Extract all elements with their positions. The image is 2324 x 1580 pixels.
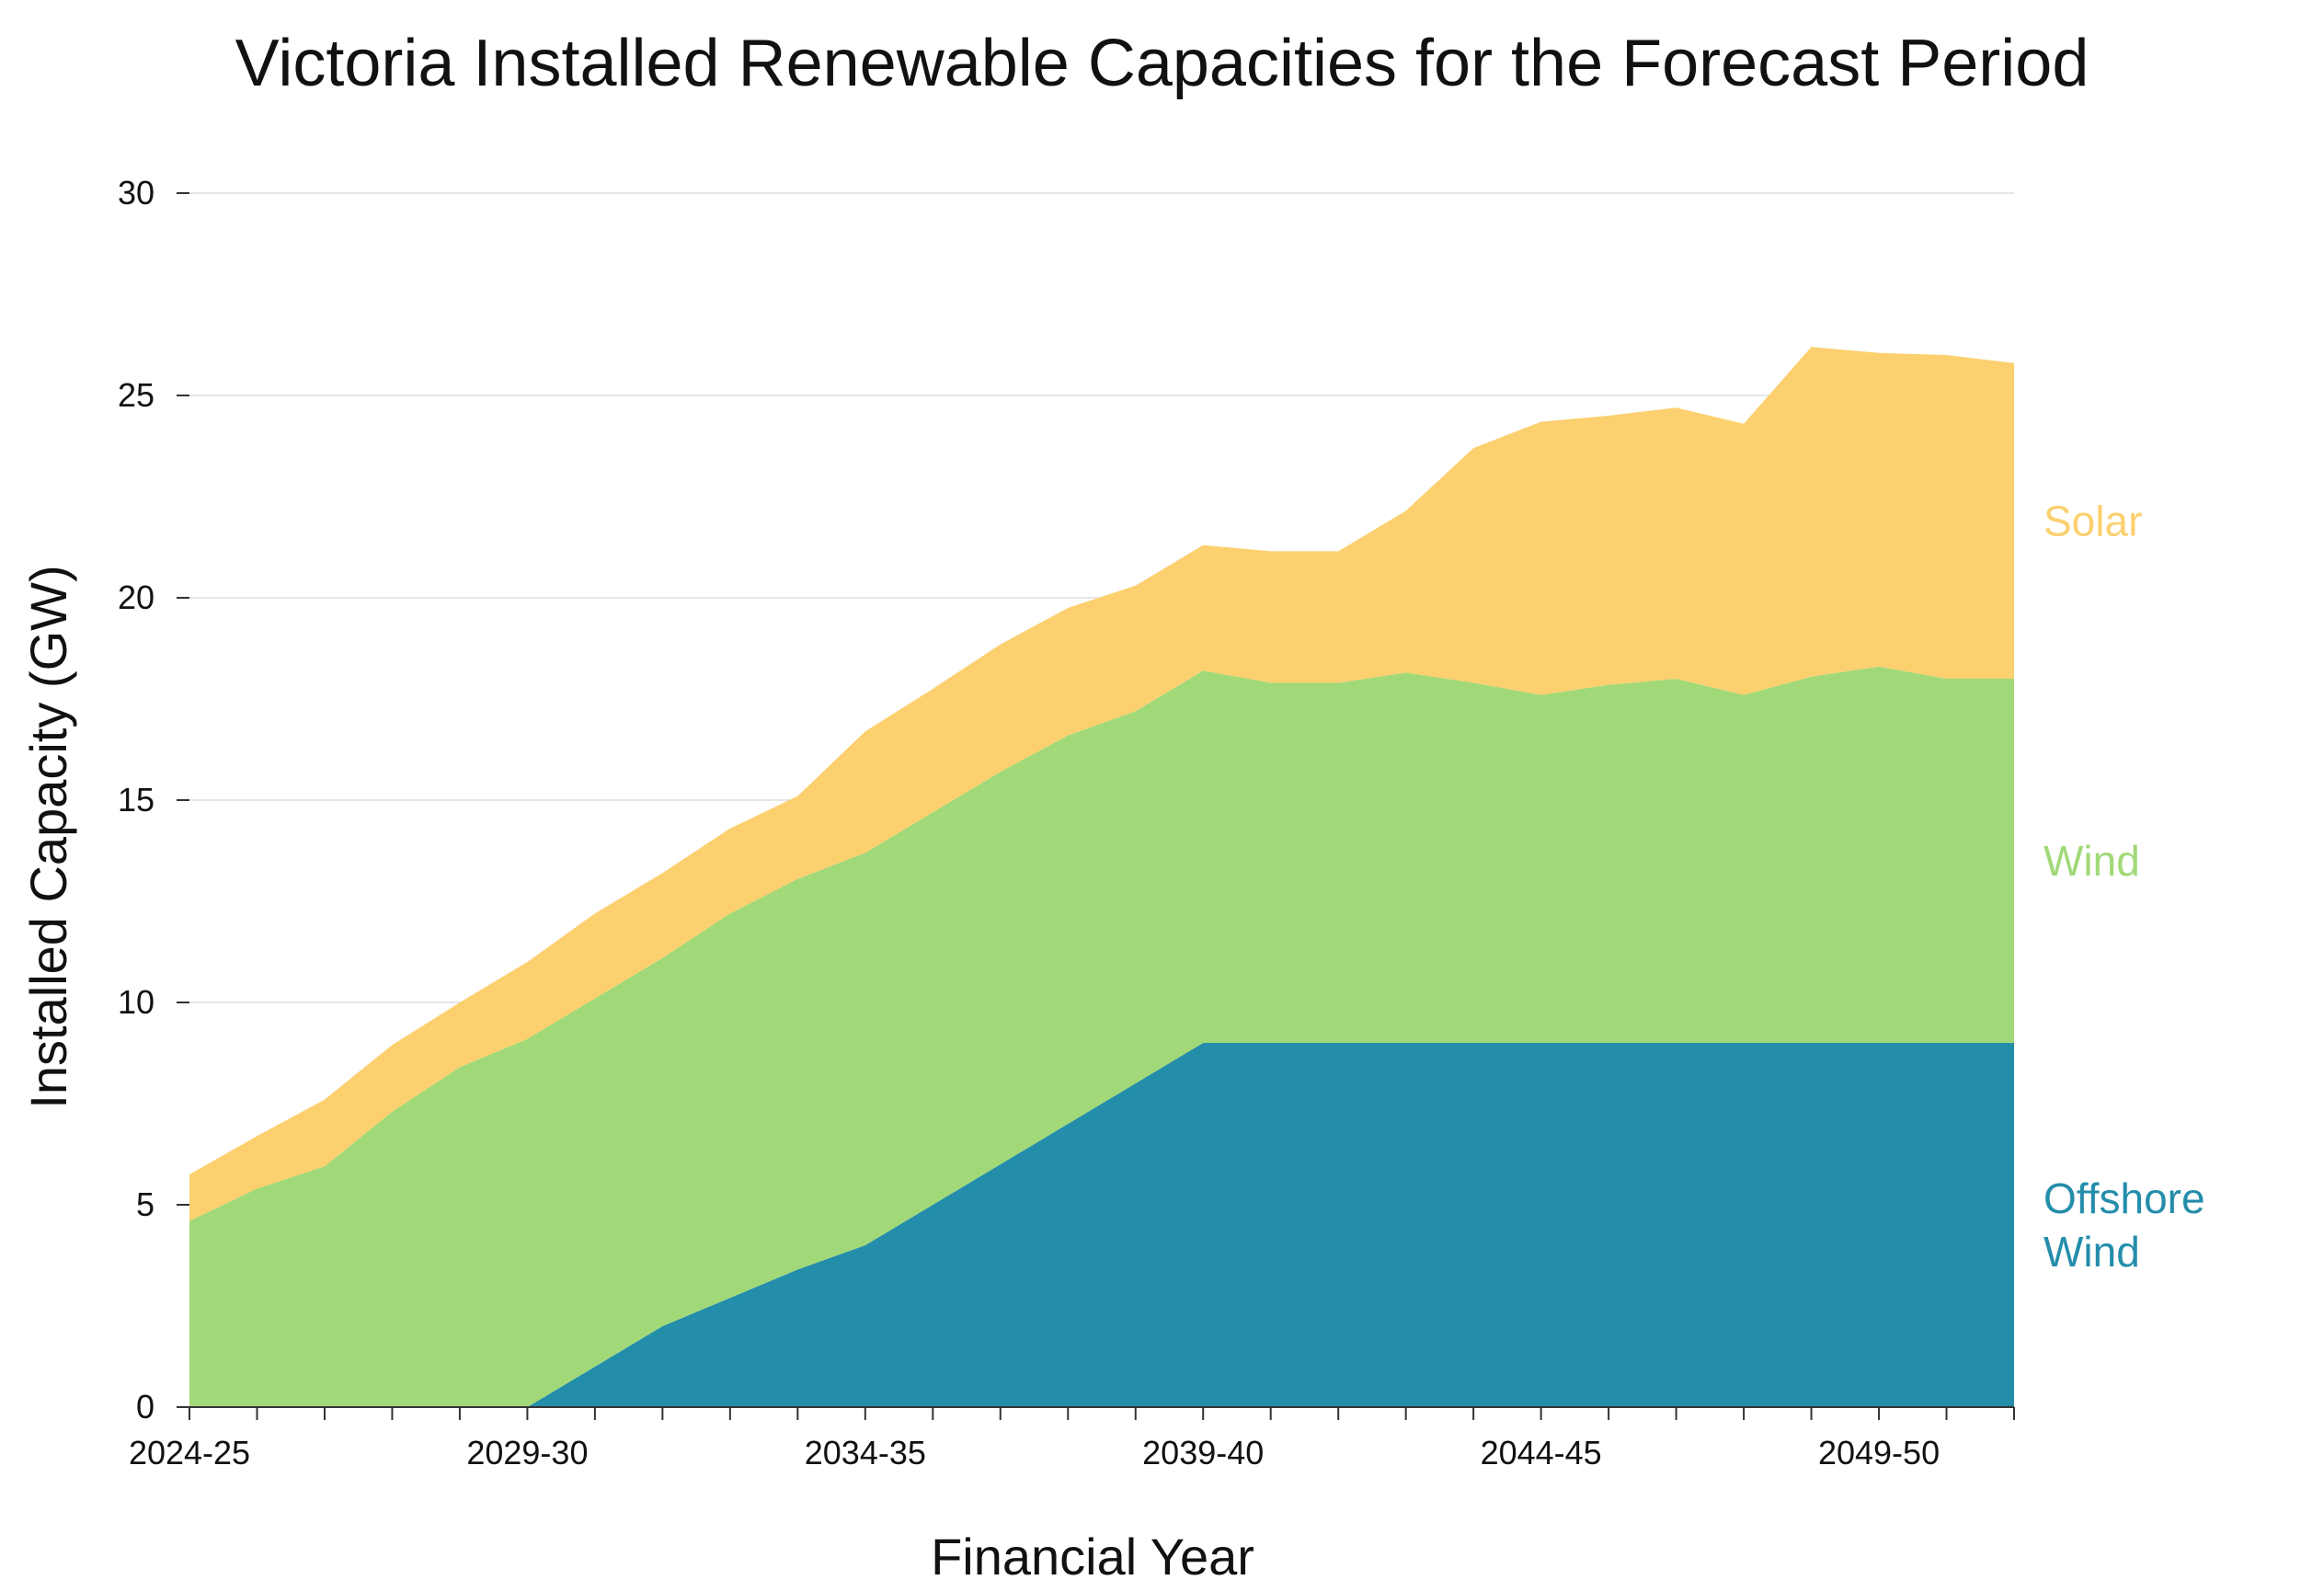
stacked-areas bbox=[189, 347, 2014, 1407]
series-label-wind: Wind bbox=[2044, 837, 2140, 885]
y-tick-label: 25 bbox=[118, 376, 155, 414]
x-tick-label: 2024-25 bbox=[129, 1434, 250, 1471]
area-offshore-wind bbox=[189, 1043, 2014, 1407]
x-axis-title: Financial Year bbox=[931, 1528, 1254, 1580]
y-tick-label: 0 bbox=[136, 1388, 155, 1425]
series-labels: Solar Wind Offshore Wind bbox=[2044, 497, 2205, 1276]
x-tick-label: 2029-30 bbox=[466, 1434, 588, 1471]
series-label-offshore-wind: Wind bbox=[2044, 1228, 2140, 1276]
y-tick-label: 20 bbox=[118, 578, 155, 616]
x-tick-label: 2039-40 bbox=[1142, 1434, 1264, 1471]
y-tick-label: 30 bbox=[118, 174, 155, 212]
axes: 0 5 10 15 20 25 30 2024-25 2029-30 2034-35 2039-40… bbox=[118, 174, 2015, 1471]
area-solar bbox=[189, 347, 2014, 1221]
y-tick-label: 5 bbox=[136, 1185, 155, 1223]
y-tick-label: 10 bbox=[118, 983, 155, 1021]
x-tick-label: 2044-45 bbox=[1481, 1434, 1602, 1471]
chart-title: Victoria Installed Renewable Capacities … bbox=[235, 27, 2089, 100]
area-wind bbox=[189, 666, 2014, 1407]
y-tick-label: 15 bbox=[118, 781, 155, 819]
series-label-offshore-wind: Offshore bbox=[2044, 1174, 2205, 1222]
x-tick-label: 2049-50 bbox=[1818, 1434, 1940, 1471]
y-axis-title: Installed Capacity (GW) bbox=[19, 565, 77, 1108]
series-label-solar: Solar bbox=[2044, 497, 2142, 544]
x-tick-label: 2034-35 bbox=[805, 1434, 926, 1471]
